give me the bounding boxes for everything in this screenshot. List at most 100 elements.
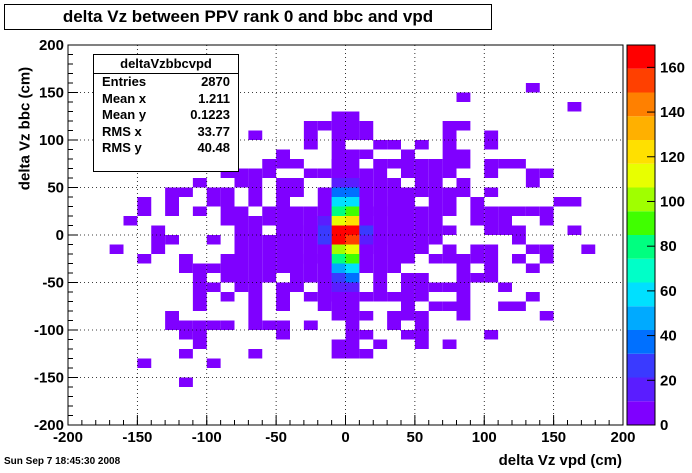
heatmap-cell bbox=[262, 206, 277, 216]
heatmap-cell bbox=[276, 159, 290, 169]
heatmap-cell bbox=[428, 187, 443, 197]
heatmap-cell bbox=[331, 187, 346, 197]
y-tick-label: -150 bbox=[34, 370, 64, 387]
palette-swatch bbox=[627, 68, 655, 93]
heatmap-cell bbox=[484, 206, 499, 216]
heatmap-cell bbox=[539, 168, 554, 178]
heatmap-cell bbox=[512, 225, 526, 235]
heatmap-cell bbox=[359, 330, 374, 340]
heatmap-cell bbox=[234, 216, 249, 226]
heatmap-cell bbox=[567, 225, 582, 235]
heatmap-cell bbox=[234, 235, 249, 245]
heatmap-cell bbox=[345, 178, 360, 188]
heatmap-cell bbox=[525, 168, 540, 178]
heatmap-cell bbox=[331, 168, 346, 178]
heatmap-cell bbox=[512, 235, 526, 245]
heatmap-cell bbox=[442, 187, 457, 197]
heatmap-cell bbox=[331, 263, 346, 273]
heatmap-cell bbox=[484, 273, 499, 283]
z-tick-label: 120 bbox=[660, 149, 685, 166]
heatmap-cell bbox=[484, 187, 499, 197]
heatmap-cell bbox=[387, 311, 401, 321]
palette-swatch bbox=[627, 377, 655, 402]
heatmap-cell bbox=[456, 92, 471, 102]
heatmap-cell bbox=[179, 377, 193, 387]
heatmap-cell bbox=[290, 216, 304, 226]
palette-swatch bbox=[627, 92, 655, 117]
heatmap-cell bbox=[442, 301, 457, 311]
heatmap-cell bbox=[359, 349, 374, 359]
heatmap-cell bbox=[262, 168, 277, 178]
heatmap-cell bbox=[414, 216, 429, 226]
heatmap-cell bbox=[387, 197, 401, 207]
heatmap-cell bbox=[345, 311, 360, 321]
z-tick-label: 160 bbox=[660, 59, 685, 76]
heatmap-cell bbox=[484, 254, 499, 264]
heatmap-cell bbox=[345, 206, 360, 216]
heatmap-cell bbox=[401, 235, 415, 245]
heatmap-cell bbox=[137, 197, 152, 207]
heatmap-cell bbox=[539, 216, 554, 226]
heatmap-cell bbox=[498, 301, 512, 311]
heatmap-cell bbox=[303, 254, 318, 264]
heatmap-cell bbox=[414, 320, 429, 330]
heatmap-cell bbox=[276, 244, 290, 254]
heatmap-cell bbox=[317, 292, 332, 302]
heatmap-cell bbox=[331, 197, 346, 207]
heatmap-cell bbox=[414, 187, 429, 197]
heatmap-cell bbox=[456, 159, 471, 169]
heatmap-cell bbox=[248, 178, 263, 188]
heatmap-cell bbox=[206, 187, 221, 197]
heatmap-cell bbox=[442, 254, 457, 264]
heatmap-cell bbox=[262, 244, 277, 254]
stats-label: RMS y bbox=[102, 140, 142, 155]
heatmap-cell bbox=[331, 244, 346, 254]
heatmap-cell bbox=[387, 244, 401, 254]
heatmap-cell bbox=[331, 349, 346, 359]
heatmap-cell bbox=[498, 282, 512, 292]
palette-swatch bbox=[627, 45, 655, 69]
heatmap-cell bbox=[428, 282, 443, 292]
stats-row-mean-x: Mean x 1.211 bbox=[94, 91, 238, 108]
heatmap-cell bbox=[276, 187, 290, 197]
heatmap-cell bbox=[345, 273, 360, 283]
heatmap-cell bbox=[262, 263, 277, 273]
heatmap-cell bbox=[345, 254, 360, 264]
heatmap-cell bbox=[109, 244, 124, 254]
heatmap-cell bbox=[303, 168, 318, 178]
palette-swatch bbox=[627, 211, 655, 235]
heatmap-cell bbox=[373, 187, 388, 197]
heatmap-cell bbox=[401, 206, 415, 216]
heatmap-cell bbox=[456, 282, 471, 292]
heatmap-cell bbox=[442, 225, 457, 235]
heatmap-cell bbox=[456, 292, 471, 302]
heatmap-cell bbox=[248, 349, 263, 359]
heatmap-cell bbox=[331, 225, 346, 235]
heatmap-cell bbox=[484, 244, 499, 254]
heatmap-cell bbox=[456, 301, 471, 311]
heatmap-cell bbox=[206, 282, 221, 292]
heatmap-cell bbox=[179, 254, 193, 264]
heatmap-cell bbox=[248, 216, 263, 226]
heatmap-cell bbox=[345, 216, 360, 226]
heatmap-cell bbox=[456, 263, 471, 273]
palette-swatch bbox=[627, 235, 655, 259]
heatmap-cell bbox=[567, 102, 582, 112]
heatmap-cell bbox=[484, 130, 499, 140]
heatmap-cell bbox=[498, 206, 512, 216]
heatmap-cell bbox=[401, 282, 415, 292]
heatmap-cell bbox=[331, 292, 346, 302]
heatmap-cell bbox=[317, 301, 332, 311]
heatmap-cell bbox=[387, 320, 401, 330]
heatmap-cell bbox=[345, 292, 360, 302]
heatmap-cell bbox=[248, 197, 263, 207]
heatmap-cell bbox=[401, 168, 415, 178]
heatmap-cell bbox=[317, 197, 332, 207]
heatmap-cell bbox=[387, 254, 401, 264]
heatmap-cell bbox=[456, 254, 471, 264]
heatmap-cell bbox=[303, 206, 318, 216]
heatmap-cell bbox=[192, 263, 207, 273]
stats-box: deltaVzbbcvpd Entries 2870 Mean x 1.211 … bbox=[93, 54, 239, 172]
heatmap-cell bbox=[248, 311, 263, 321]
